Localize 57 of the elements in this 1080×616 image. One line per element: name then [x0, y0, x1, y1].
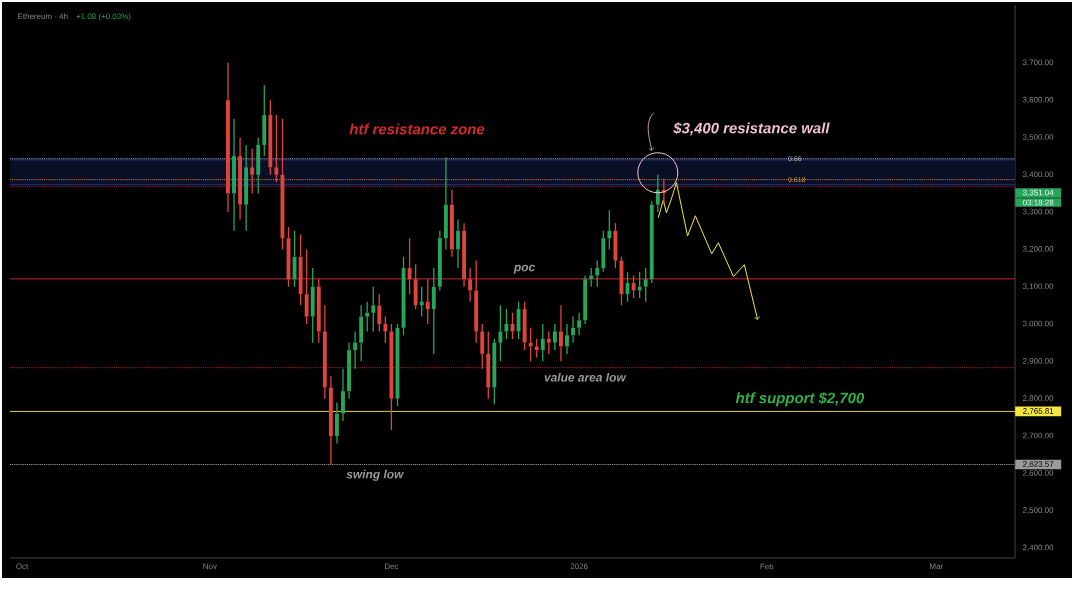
candlestick: [341, 368, 345, 422]
candlestick: [383, 315, 388, 344]
candlestick: [389, 323, 394, 431]
candlestick: [274, 114, 279, 183]
candlestick: [371, 286, 376, 333]
candlestick: [359, 304, 364, 362]
candlestick: [571, 315, 575, 344]
candlestick: [595, 259, 600, 288]
candlestick: [565, 323, 569, 355]
candlestick: [486, 330, 491, 400]
candlestick: [413, 263, 418, 310]
ref-line-label: value area low: [544, 372, 627, 382]
candlestick: [328, 375, 333, 466]
candlestick: [450, 189, 454, 258]
candlestick: [456, 218, 460, 269]
candlestick: [431, 267, 436, 355]
ref-line-label: poc: [513, 264, 536, 274]
candlestick: [322, 304, 327, 400]
candlestick: [480, 323, 485, 370]
candlestick: [552, 323, 557, 351]
candlestick: [244, 144, 249, 232]
candlestick: [462, 222, 467, 288]
candlestick: [347, 342, 351, 400]
candlestick: [250, 147, 255, 195]
candlestick: [559, 304, 563, 362]
ref-line-label: swing low: [346, 469, 405, 481]
candlestick: [256, 136, 261, 195]
candlestick: [643, 267, 648, 303]
candlestick: [316, 278, 321, 344]
ref-line-label: htf support $2,700: [735, 392, 865, 407]
candlestick: [335, 401, 339, 445]
candlestick: [540, 323, 545, 362]
candlestick: [607, 209, 612, 251]
candlestick: [546, 330, 551, 355]
candlestick: [238, 136, 242, 221]
candlestick: [268, 99, 273, 176]
candlestick: [262, 84, 267, 157]
candlestick: [365, 300, 370, 333]
candlestick: [226, 62, 230, 213]
candlestick: [407, 237, 412, 295]
candlestick: [425, 278, 430, 325]
candlestick: [310, 267, 315, 344]
candlestick: [492, 338, 497, 405]
candlestick: [304, 248, 309, 325]
candlestick: [377, 293, 382, 333]
candlestick: [437, 230, 442, 292]
candlestick: [577, 312, 582, 336]
candlestick: [468, 267, 473, 303]
annotation: $3,400 resistance wall: [673, 122, 830, 136]
candlestick: [353, 330, 358, 370]
candlestick: [474, 259, 479, 344]
candlestick: [232, 118, 236, 232]
band-label: htf resistance zone: [349, 123, 485, 135]
candlestick: [443, 156, 448, 251]
candlestick: [498, 304, 503, 362]
candlestick: [298, 233, 303, 307]
candlestick: [655, 174, 660, 213]
